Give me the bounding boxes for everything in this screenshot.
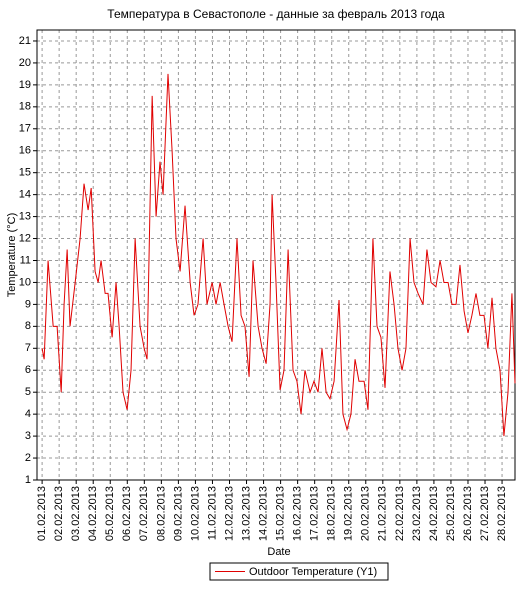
x-tick-label: 25.02.2013 — [445, 486, 457, 541]
y-tick-label: 4 — [25, 408, 31, 420]
y-tick-label: 9 — [25, 298, 31, 310]
y-tick-label: 8 — [25, 320, 31, 332]
x-tick-label: 15.02.2013 — [275, 486, 287, 541]
y-tick-label: 15 — [19, 167, 31, 179]
x-tick-label: 26.02.2013 — [462, 486, 474, 541]
x-tick-label: 11.02.2013 — [206, 486, 218, 540]
x-tick-label: 19.02.2013 — [343, 486, 355, 541]
y-tick-label: 19 — [19, 79, 31, 91]
chart-title: Температура в Севастополе - данные за фе… — [107, 7, 445, 21]
x-tick-label: 02.02.2013 — [53, 486, 65, 541]
y-tick-label: 14 — [19, 189, 31, 201]
y-tick-label: 11 — [20, 254, 31, 266]
data-line — [41, 73, 516, 437]
x-tick-label: 06.02.2013 — [121, 486, 133, 541]
x-tick-label: 09.02.2013 — [172, 486, 184, 541]
y-tick-label: 3 — [25, 430, 31, 442]
y-tick-label: 12 — [19, 232, 31, 244]
y-tick-label: 5 — [25, 386, 31, 398]
x-tick-label: 27.02.2013 — [479, 486, 491, 541]
plot-frame — [36, 29, 516, 481]
x-tick-label: 28.02.2013 — [496, 486, 508, 541]
x-tick-label: 21.02.2013 — [377, 486, 389, 541]
y-tick-label: 2 — [25, 452, 31, 464]
y-tick-label: 13 — [19, 210, 31, 222]
x-tick-label: 01.02.2013 — [36, 486, 48, 541]
x-tick-label: 05.02.2013 — [104, 486, 116, 541]
x-tick-label: 17.02.2013 — [309, 486, 321, 541]
y-tick-label: 6 — [25, 364, 31, 376]
x-tick-label: 04.02.2013 — [87, 486, 99, 541]
y-tick-label: 1 — [25, 474, 31, 486]
x-tick-label: 16.02.2013 — [292, 486, 304, 541]
legend-label: Outdoor Temperature (Y1) — [249, 566, 377, 578]
x-tick-label: 23.02.2013 — [411, 486, 423, 541]
x-tick-label: 12.02.2013 — [223, 486, 235, 541]
x-tick-label: 13.02.2013 — [240, 486, 252, 541]
x-tick-label: 10.02.2013 — [189, 486, 201, 541]
legend-box — [209, 562, 389, 581]
x-tick-label: 07.02.2013 — [138, 486, 150, 541]
x-tick-label: 14.02.2013 — [257, 486, 269, 541]
x-tick-label: 08.02.2013 — [155, 486, 167, 541]
x-tick-label: 18.02.2013 — [326, 486, 338, 541]
y-tick-label: 10 — [19, 276, 31, 288]
y-tick-label: 20 — [19, 57, 31, 69]
y-tick-label: 17 — [19, 123, 31, 135]
x-tick-label: 20.02.2013 — [360, 486, 372, 541]
x-tick-label: 22.02.2013 — [394, 486, 406, 541]
y-tick-label: 7 — [25, 342, 31, 354]
y-tick-label: 21 — [19, 35, 31, 47]
x-tick-label: 24.02.2013 — [428, 486, 440, 541]
y-tick-label: 18 — [19, 101, 31, 113]
x-tick-label: 03.02.2013 — [70, 486, 82, 541]
y-tick-label: 16 — [19, 145, 31, 157]
x-axis-label: Date — [267, 546, 290, 558]
y-axis-label: Temperature (°C) — [6, 213, 18, 297]
